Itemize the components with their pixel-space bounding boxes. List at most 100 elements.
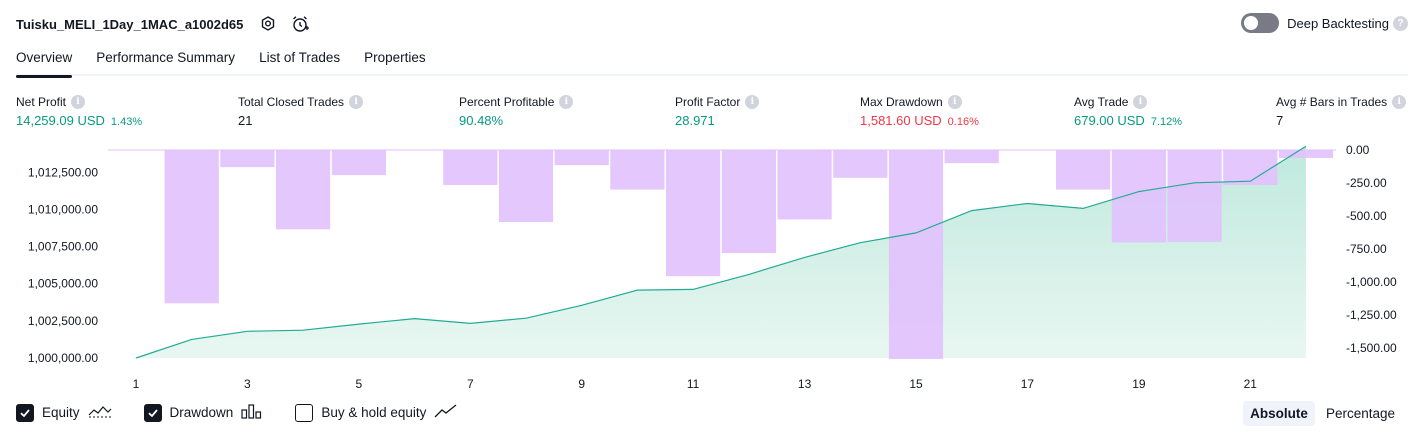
stat-value: 14,259.09 USD [16, 113, 105, 128]
left-axis-tick-label: 1,010,000.00 [28, 202, 98, 216]
stat-value: 679.00 USD [1074, 113, 1145, 128]
stat-label: Profit Factor [675, 95, 741, 109]
info-icon[interactable]: i [1392, 95, 1407, 109]
x-axis-tick-label: 11 [687, 377, 700, 391]
stat-label: Avg Trade [1074, 95, 1129, 109]
drawdown-bar [944, 150, 999, 164]
x-axis-tick-label: 5 [356, 377, 363, 391]
bars-icon [241, 403, 263, 422]
drawdown-bar [554, 150, 609, 166]
stat-total-closed-trades: Total Closed Trades i 21 [238, 94, 364, 131]
info-icon[interactable]: i [947, 95, 962, 109]
drawdown-checkbox[interactable] [143, 403, 162, 422]
strategy-title: Tuisku_MELI_1Day_1MAC_a1002d65 [16, 16, 244, 32]
gear-icon[interactable] [257, 13, 279, 35]
toggle-knob [1244, 16, 1259, 30]
drawdown-bar [721, 150, 776, 254]
drawdown-bar [1111, 150, 1166, 243]
drawdown-bar [1167, 150, 1222, 242]
stat-label: Max Drawdown [860, 95, 943, 109]
tab-list-of-trades[interactable]: List of Trades [259, 50, 341, 65]
equity-checkbox[interactable] [16, 403, 34, 422]
trend-line-icon [434, 403, 458, 422]
drawdown-bar [276, 150, 331, 230]
drawdown-bar [833, 150, 888, 178]
equity-area [136, 146, 1306, 358]
stat-avg-trade: Avg Trade i 679.00 USD 7.12% [1074, 94, 1182, 131]
scale-mode-switch: Absolute Percentage [1239, 401, 1402, 426]
tab-performance-summary[interactable]: Performance Summary [96, 50, 236, 65]
x-axis-tick-label: 21 [1244, 377, 1258, 391]
right-axis-tick-label: 0.00 [1346, 143, 1370, 157]
stat-value: 7 [1276, 113, 1284, 128]
deep-backtesting-control: Deep Backtesting ? [1241, 13, 1408, 33]
info-icon[interactable]: i [745, 95, 760, 109]
tab-properties[interactable]: Properties [364, 50, 426, 65]
drawdown-bar [1278, 150, 1334, 158]
help-icon[interactable]: ? [1393, 15, 1408, 31]
deep-backtesting-label: Deep Backtesting [1287, 15, 1389, 31]
info-icon[interactable]: i [71, 95, 86, 109]
x-axis-tick-label: 3 [244, 377, 251, 391]
info-icon[interactable]: i [559, 95, 574, 109]
stat-percent-profitable: Percent Profitable i 90.48% [459, 94, 574, 131]
stat-label: Net Profit [16, 95, 67, 109]
left-axis-tick-label: 1,005,000.00 [28, 277, 98, 291]
drawdown-bar [610, 150, 665, 190]
stat-percent: 7.12% [1150, 116, 1183, 128]
stat-value: 21 [238, 113, 253, 128]
x-axis-tick-label: 13 [798, 377, 812, 391]
equity-drawdown-chart[interactable]: 1,000,000.00 1,002,500.00 1,005,000.00 1,00… [0, 140, 1424, 396]
tab-overview[interactable]: Overview [16, 48, 73, 78]
absolute-button[interactable]: Absolute [1243, 401, 1315, 426]
stat-value: 28.971 [675, 113, 715, 128]
stat-avg-bars-in-trades: Avg # Bars in Trades i 7 [1276, 94, 1407, 131]
legend-drawdown[interactable]: Drawdown [143, 403, 264, 422]
stat-max-drawdown: Max Drawdown i 1,581.60 USD 0.16% [860, 94, 979, 131]
tab-bar: Overview Performance Summary List of Tra… [16, 48, 1408, 78]
x-axis-tick-label: 19 [1132, 377, 1146, 391]
legend-label: Drawdown [169, 405, 234, 420]
stat-label: Avg # Bars in Trades [1276, 95, 1388, 109]
info-icon[interactable]: i [1133, 95, 1148, 109]
x-axis-tick-label: 15 [909, 377, 923, 391]
drawdown-bar [666, 150, 721, 277]
left-axis-tick-label: 1,012,500.00 [28, 165, 98, 179]
stat-percent: 1.43% [110, 116, 143, 128]
alarm-clock-icon[interactable] [289, 13, 311, 35]
strategy-title-bar: Tuisku_MELI_1Day_1MAC_a1002d65 [16, 12, 311, 36]
left-axis-tick-label: 1,007,500.00 [28, 240, 98, 254]
right-axis-tick-label: -250.00 [1346, 176, 1387, 190]
percentage-button[interactable]: Percentage [1325, 406, 1395, 421]
stat-profit-factor: Profit Factor i 28.971 [675, 94, 760, 131]
buy-hold-checkbox[interactable] [295, 403, 314, 422]
drawdown-bar [1056, 150, 1111, 190]
drawdown-bar [1223, 150, 1278, 185]
equity-line-icon [88, 403, 112, 422]
drawdown-bar [220, 150, 275, 168]
info-icon[interactable]: i [349, 95, 364, 109]
right-axis-tick-label: -1,500.00 [1346, 341, 1397, 355]
stat-net-profit: Net Profit i 14,259.09 USD 1.43% [16, 94, 142, 131]
legend-equity[interactable]: Equity [16, 403, 112, 422]
right-axis-tick-label: -1,000.00 [1346, 275, 1397, 289]
deep-backtesting-toggle[interactable] [1241, 13, 1280, 33]
legend-label: Equity [42, 405, 80, 420]
stat-label: Total Closed Trades [238, 95, 345, 109]
drawdown-bar [164, 150, 219, 304]
legend-buy-hold-equity[interactable]: Buy & hold equity [295, 403, 458, 422]
drawdown-bar [443, 150, 498, 185]
legend-label: Buy & hold equity [321, 405, 427, 420]
x-axis-tick-label: 7 [467, 377, 474, 391]
x-axis-tick-label: 9 [578, 377, 585, 391]
x-axis-tick-label: 17 [1021, 377, 1035, 391]
drawdown-bar [331, 150, 386, 176]
equity-line [135, 145, 1307, 359]
drawdown-bar [777, 150, 832, 220]
stat-label: Percent Profitable [459, 95, 555, 109]
left-axis-tick-label: 1,000,000.00 [28, 351, 98, 365]
right-axis-tick-label: -500.00 [1346, 209, 1387, 223]
right-axis-tick-label: -750.00 [1346, 242, 1387, 256]
chart-legend: Equity Drawdown Buy & hold equity [16, 403, 490, 422]
stat-value: 1,581.60 USD [860, 113, 942, 128]
